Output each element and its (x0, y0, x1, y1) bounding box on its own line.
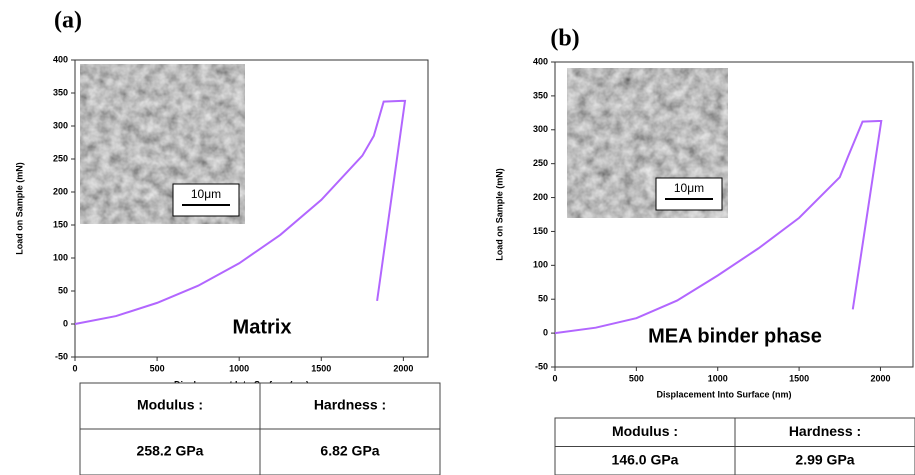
y-tick-label: 350 (53, 87, 68, 97)
y-tick-label: 50 (58, 285, 68, 295)
x-tick-label: 2000 (393, 363, 413, 373)
x-tick-label: 1500 (311, 363, 331, 373)
y-tick-label: 400 (533, 56, 548, 66)
x-tick-label: 1000 (708, 373, 728, 383)
y-tick-label: 100 (53, 252, 68, 262)
x-tick-label: 1500 (789, 373, 809, 383)
y-tick-label: -50 (55, 351, 68, 361)
x-axis-label: Displacement Into Surface (nm) (656, 389, 791, 399)
y-tick-label: 250 (533, 158, 548, 168)
x-tick-label: 500 (150, 363, 165, 373)
y-tick-label: 0 (543, 327, 548, 337)
table-header: Modulus : (137, 397, 203, 413)
table-cell: 146.0 GPa (612, 451, 679, 467)
panel-label: (a) (54, 8, 82, 34)
annotation: MEA binder phase (648, 325, 822, 347)
x-tick-label: 500 (629, 373, 644, 383)
table-cell: 6.82 GPa (320, 443, 379, 459)
table-cell: 258.2 GPa (137, 443, 204, 459)
y-tick-label: 100 (533, 260, 548, 270)
table-header: Hardness : (789, 423, 861, 439)
y-tick-label: 150 (533, 226, 548, 236)
x-tick-label: 1000 (229, 363, 249, 373)
x-tick-label: 0 (72, 363, 77, 373)
y-tick-label: 300 (53, 120, 68, 130)
annotation: Matrix (233, 316, 292, 338)
table-header: Hardness : (314, 397, 386, 413)
y-tick-label: 50 (538, 294, 548, 304)
table-cell: 2.99 GPa (795, 451, 854, 467)
y-tick-label: -50 (535, 361, 548, 371)
y-tick-label: 150 (53, 219, 68, 229)
x-tick-label: 2000 (870, 373, 890, 383)
y-axis-label: Load on Sample (mN) (494, 168, 504, 261)
y-tick-label: 250 (53, 153, 68, 163)
y-tick-label: 300 (533, 124, 548, 134)
panel-label: (b) (550, 26, 579, 52)
x-tick-label: 0 (552, 373, 557, 383)
y-tick-label: 200 (533, 192, 548, 202)
y-tick-label: 0 (63, 318, 68, 328)
table-header: Modulus : (612, 423, 678, 439)
figure: (a)-500501001502002503003504000500100015… (0, 0, 915, 475)
y-axis-label: Load on Sample (mN) (14, 162, 24, 255)
y-tick-label: 400 (53, 54, 68, 64)
y-tick-label: 350 (533, 90, 548, 100)
y-tick-label: 200 (53, 186, 68, 196)
scale-label: 10μm (191, 187, 221, 201)
scale-label: 10μm (674, 181, 704, 195)
